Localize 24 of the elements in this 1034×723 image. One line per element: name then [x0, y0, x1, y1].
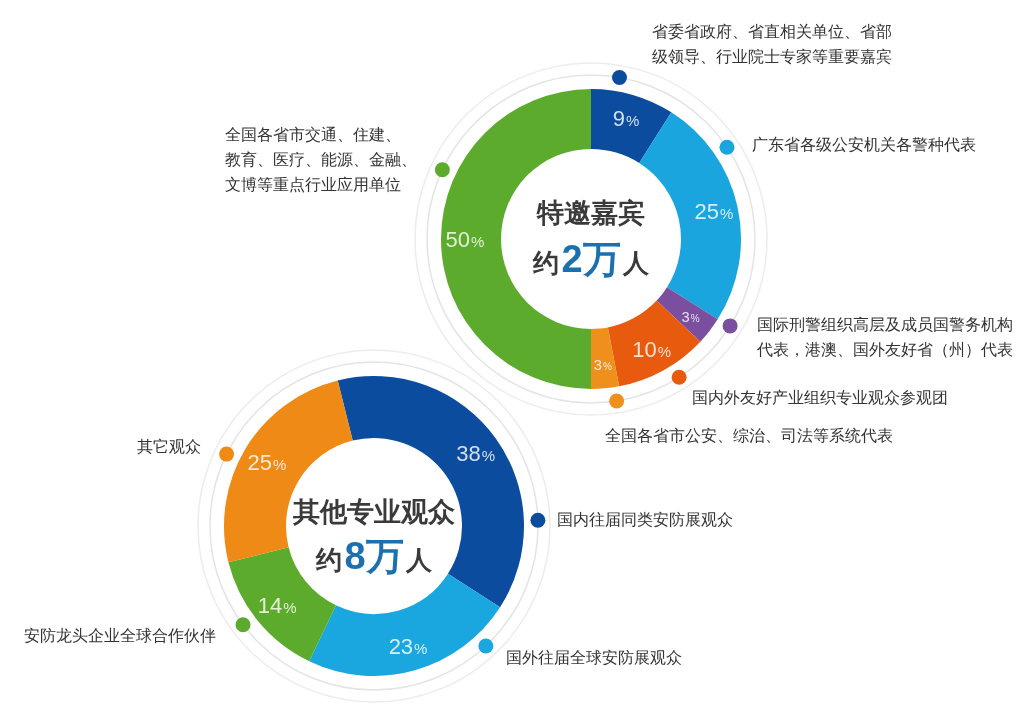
slice-label: 省委省政府、省直相关单位、省部级领导、行业院士专家等重要嘉宾 — [652, 22, 893, 65]
legend-label: 其它观众 — [136, 437, 201, 455]
data-label: 50% — [445, 226, 485, 252]
slice-label: 全国各省市交通、住建、教育、医疗、能源、金融、文博等重点行业应用单位 — [225, 126, 418, 194]
slice-label: 国内往届同类安防展观众 — [556, 510, 733, 528]
slice-label: 全国各省市公安、综治、司法等系统代表 — [604, 427, 893, 445]
text: 特邀嘉宾 — [536, 198, 645, 229]
data-label: 25% — [247, 449, 287, 475]
slice-label: 国内外友好产业组织专业观众参观团 — [692, 388, 949, 406]
data-label: 10% — [632, 337, 672, 363]
data-label: 3% — [593, 356, 612, 373]
data-label: 23% — [388, 634, 428, 660]
data-label: 25% — [694, 199, 734, 225]
legend-label: 广东省各级公安机关各警种代表 — [751, 135, 976, 153]
legend-label: 国际刑警组织高层及成员国警务机构代表，港澳、国外友好省（州）代表 — [756, 316, 1014, 359]
data-label: 38% — [456, 441, 496, 467]
data-label: 9% — [612, 105, 640, 131]
text: 其他专业观众 — [292, 497, 455, 528]
legend-label: 安防龙头企业全球合作伙伴 — [24, 627, 217, 645]
text: 约8万人 — [315, 535, 433, 577]
data-label: 14% — [257, 592, 297, 618]
data-label: 3% — [681, 308, 700, 325]
slice-label: 国外往届全球安防展观众 — [505, 649, 682, 667]
text: 约2万人 — [532, 238, 650, 280]
